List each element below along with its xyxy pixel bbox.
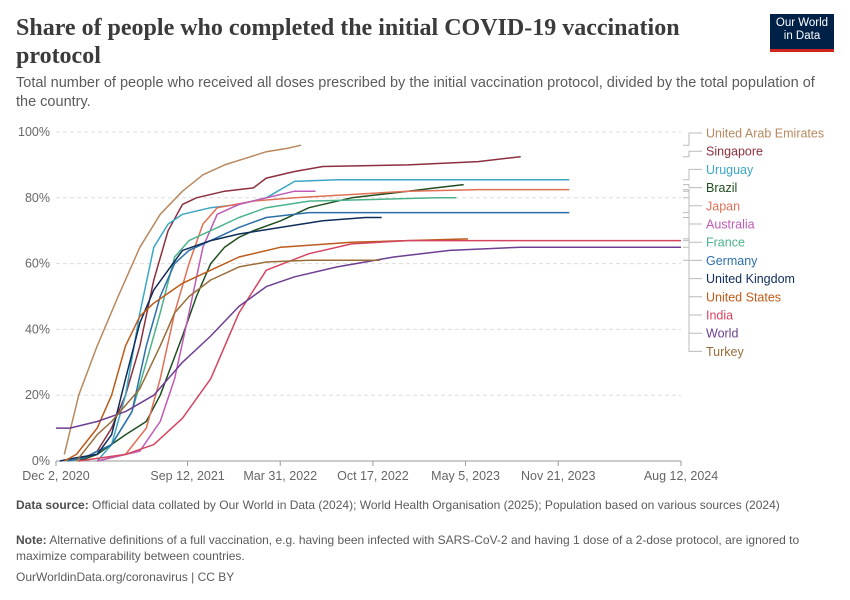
logo-line-2: in Data xyxy=(783,30,821,42)
series-line-india xyxy=(78,239,681,462)
source-link[interactable]: OurWorldinData.org/coronavirus | CC BY xyxy=(16,570,235,584)
series-line-germany xyxy=(67,211,570,462)
label-connector xyxy=(683,168,702,181)
series-line-united-states xyxy=(63,238,468,462)
grid-lines xyxy=(56,131,681,396)
y-tick-label: 80% xyxy=(25,191,50,205)
y-tick-label: 20% xyxy=(25,388,50,402)
series-line-singapore xyxy=(78,155,521,462)
note-label: Note: xyxy=(16,533,47,547)
label-connector xyxy=(683,197,702,243)
series-line-japan xyxy=(97,188,570,462)
series-line-world xyxy=(56,246,681,429)
logo-line-1: Our World xyxy=(775,17,829,29)
label-connector xyxy=(683,132,702,146)
series-label-uruguay: Uruguay xyxy=(706,163,754,177)
series-label-japan: Japan xyxy=(706,199,740,213)
series-label-germany: Germany xyxy=(706,254,758,268)
chart-note: Note: Alternative definitions of a full … xyxy=(16,533,816,564)
x-tick-label: Oct 17, 2022 xyxy=(337,469,409,483)
series-label-turkey: Turkey xyxy=(706,345,744,359)
x-axis-ticks: Dec 2, 2020 Sep 12, 2021 Mar 31, 2022 Oct 1… xyxy=(22,460,718,483)
series-line-uruguay xyxy=(96,178,570,462)
series-label-brazil: Brazil xyxy=(706,181,737,195)
chart-title: Share of people who completed the initia… xyxy=(16,15,680,69)
series-label-world: World xyxy=(706,327,738,341)
series-labels: United Arab Emirates Singapore Uruguay Braz… xyxy=(683,127,824,359)
x-tick-label: Mar 31, 2022 xyxy=(243,469,317,483)
series-line-united-arab-emirates xyxy=(63,144,302,455)
series-label-united-arab-emirates: United Arab Emirates xyxy=(706,127,824,141)
label-connector xyxy=(683,212,702,261)
x-tick-label: May 5, 2023 xyxy=(431,469,500,483)
x-tick-label: Dec 2, 2020 xyxy=(22,469,89,483)
series-line-australia xyxy=(97,190,316,462)
data-source-text: Official data collated by Our World in D… xyxy=(92,498,780,512)
line-chart: 0% 20% 40% 60% 80% 100% Dec 2, 2020 Sep 12, 20… xyxy=(18,125,824,483)
y-tick-label: 100% xyxy=(18,125,50,139)
series-label-united-states: United States xyxy=(706,290,781,304)
x-tick-label: Aug 12, 2024 xyxy=(644,469,718,483)
data-source: Data source: Official data collated by O… xyxy=(16,498,816,514)
series-line-united-kingdom xyxy=(59,216,382,462)
label-connector xyxy=(683,240,702,316)
y-tick-label: 60% xyxy=(25,257,50,271)
series-label-united-kingdom: United Kingdom xyxy=(706,272,795,286)
label-connector xyxy=(683,259,702,352)
series-label-singapore: Singapore xyxy=(706,145,763,159)
label-connector xyxy=(683,150,702,158)
label-connector xyxy=(683,217,702,280)
series-line-brazil xyxy=(78,183,464,462)
y-tick-label: 40% xyxy=(25,322,50,336)
y-tick-label: 0% xyxy=(32,454,50,468)
label-connector xyxy=(683,184,702,189)
x-tick-label: Sep 12, 2021 xyxy=(150,469,224,483)
data-source-label: Data source: xyxy=(16,498,89,512)
series-line-turkey xyxy=(75,259,380,462)
logo-accent-bar xyxy=(770,49,834,52)
chart-subtitle: Total number of people who received all … xyxy=(16,75,815,110)
y-axis-ticks: 0% 20% 40% 60% 80% 100% xyxy=(18,125,50,468)
series-label-australia: Australia xyxy=(706,218,755,232)
series-lines xyxy=(56,144,681,462)
x-tick-label: Nov 21, 2023 xyxy=(521,469,595,483)
label-connector xyxy=(683,190,702,225)
note-text: Alternative definitions of a full vaccin… xyxy=(16,533,800,563)
owid-logo[interactable]: Our World in Data xyxy=(770,14,834,52)
series-label-france: France xyxy=(706,236,745,250)
series-label-india: India xyxy=(706,309,733,323)
